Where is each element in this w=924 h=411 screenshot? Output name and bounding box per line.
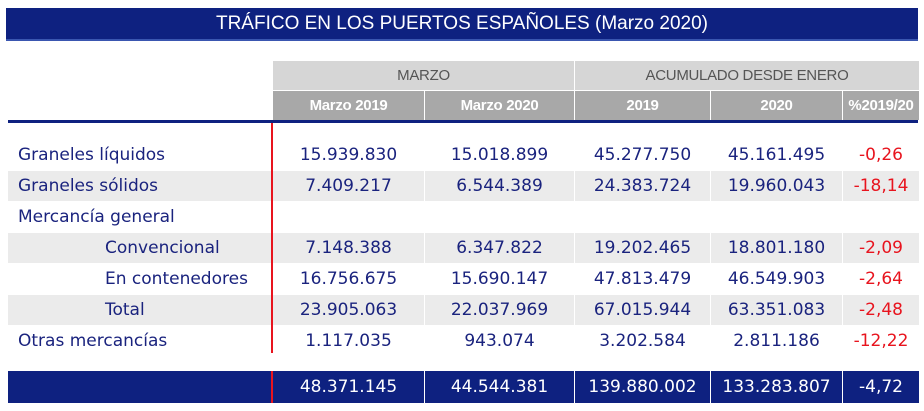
cell: 15.018.899: [425, 140, 575, 170]
cell: 6.544.389: [425, 171, 575, 201]
cell: 24.383.724: [575, 171, 711, 201]
header-divider: [8, 120, 918, 123]
cell: [711, 202, 843, 232]
header-group-marzo: MARZO: [273, 61, 575, 90]
cell: 63.351.083: [711, 295, 843, 325]
col-header: 2020: [711, 90, 843, 120]
red-divider: [271, 371, 273, 403]
col-header: Marzo 2020: [425, 90, 575, 120]
cell: [273, 202, 425, 232]
cell: 15.690.147: [425, 264, 575, 294]
table-title: TRÁFICO EN LOS PUERTOS ESPAÑOLES (Marzo …: [6, 8, 918, 41]
cell: 19.202.465: [575, 233, 711, 263]
cell: -18,14: [843, 171, 920, 201]
table-row: En contenedores 16.756.675 15.690.147 47.81…: [8, 264, 920, 294]
col-header: %2019/20: [843, 90, 920, 120]
row-label: Mercancía general: [8, 202, 273, 232]
table-row: Mercancía general: [8, 202, 920, 232]
cell: 48.371.145: [273, 371, 425, 403]
cell: 139.880.002: [575, 371, 711, 403]
cell: 18.801.180: [711, 233, 843, 263]
col-header: 2019: [575, 90, 711, 120]
cell: 19.960.043: [711, 171, 843, 201]
row-label: Total: [8, 295, 273, 325]
cell: -12,22: [843, 326, 920, 356]
cell: 23.905.063: [273, 295, 425, 325]
cell: 15.939.830: [273, 140, 425, 170]
cell: 16.756.675: [273, 264, 425, 294]
red-divider: [271, 123, 273, 353]
cell: 46.549.903: [711, 264, 843, 294]
cell: 7.148.388: [273, 233, 425, 263]
cell: 22.037.969: [425, 295, 575, 325]
cell: 45.277.750: [575, 140, 711, 170]
cell: 7.409.217: [273, 171, 425, 201]
cell: -4,72: [843, 371, 920, 403]
row-label: Convencional: [8, 233, 273, 263]
cell: 1.117.035: [273, 326, 425, 356]
cell: 133.283.807: [711, 371, 843, 403]
grand-total-row: 48.371.145 44.544.381 139.880.002 133.28…: [8, 371, 920, 403]
row-label: En contenedores: [8, 264, 273, 294]
header-group-acumulado: ACUMULADO DESDE ENERO: [575, 61, 920, 90]
row-label: Otras mercancías: [8, 326, 273, 356]
table-row: Convencional 7.148.388 6.347.822 19.202.465…: [8, 233, 920, 263]
table-row: Total 23.905.063 22.037.969 67.015.944 63.35…: [8, 295, 920, 325]
cell: [575, 202, 711, 232]
cell: 3.202.584: [575, 326, 711, 356]
table-row: Graneles sólidos 7.409.217 6.544.389 24.383…: [8, 171, 920, 201]
cell: [843, 202, 920, 232]
table-row: Otras mercancías 1.117.035 943.074 3.202.58…: [8, 326, 920, 356]
cell: -0,26: [843, 140, 920, 170]
cell: 44.544.381: [425, 371, 575, 403]
table-row: Graneles líquidos 15.939.830 15.018.899 45.…: [8, 140, 920, 170]
cell: 67.015.944: [575, 295, 711, 325]
col-header: Marzo 2019: [273, 90, 425, 120]
cell: -2,64: [843, 264, 920, 294]
row-label: Graneles líquidos: [8, 140, 273, 170]
cell: 943.074: [425, 326, 575, 356]
cell: 6.347.822: [425, 233, 575, 263]
cell: 47.813.479: [575, 264, 711, 294]
cell: 45.161.495: [711, 140, 843, 170]
cell: -2,09: [843, 233, 920, 263]
cell: [425, 202, 575, 232]
row-label: Graneles sólidos: [8, 171, 273, 201]
cell: -2,48: [843, 295, 920, 325]
cell: 2.811.186: [711, 326, 843, 356]
